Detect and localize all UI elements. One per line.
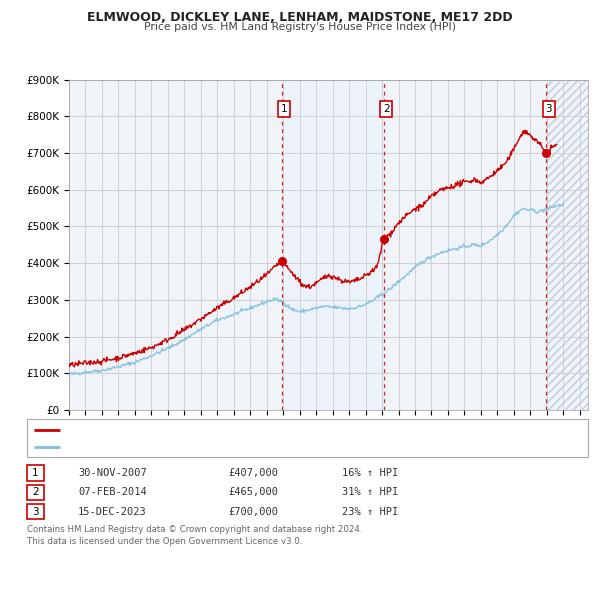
Text: HPI: Average price, detached house, Maidstone: HPI: Average price, detached house, Maid… [64,441,296,451]
Text: £407,000: £407,000 [228,468,278,478]
Text: 1: 1 [32,468,39,478]
Text: 2: 2 [32,487,39,497]
Text: Contains HM Land Registry data © Crown copyright and database right 2024.
This d: Contains HM Land Registry data © Crown c… [27,526,362,546]
Text: ELMWOOD, DICKLEY LANE, LENHAM, MAIDSTONE, ME17 2DD: ELMWOOD, DICKLEY LANE, LENHAM, MAIDSTONE… [87,11,513,24]
Text: 31% ↑ HPI: 31% ↑ HPI [342,487,398,497]
Text: 07-FEB-2014: 07-FEB-2014 [78,487,147,497]
Text: 3: 3 [32,507,39,517]
Text: 15-DEC-2023: 15-DEC-2023 [78,507,147,517]
Bar [546,80,588,410]
Text: 2: 2 [383,104,389,114]
Text: £465,000: £465,000 [228,487,278,497]
Text: 23% ↑ HPI: 23% ↑ HPI [342,507,398,517]
Text: 30-NOV-2007: 30-NOV-2007 [78,468,147,478]
Text: ELMWOOD, DICKLEY LANE, LENHAM, MAIDSTONE, ME17 2DD (detached house): ELMWOOD, DICKLEY LANE, LENHAM, MAIDSTONE… [64,425,453,435]
Bar [546,80,588,410]
Text: 3: 3 [545,104,552,114]
Text: Price paid vs. HM Land Registry's House Price Index (HPI): Price paid vs. HM Land Registry's House … [144,22,456,32]
Text: 1: 1 [281,104,287,114]
Bar [282,80,383,410]
Text: 16% ↑ HPI: 16% ↑ HPI [342,468,398,478]
Text: £700,000: £700,000 [228,507,278,517]
